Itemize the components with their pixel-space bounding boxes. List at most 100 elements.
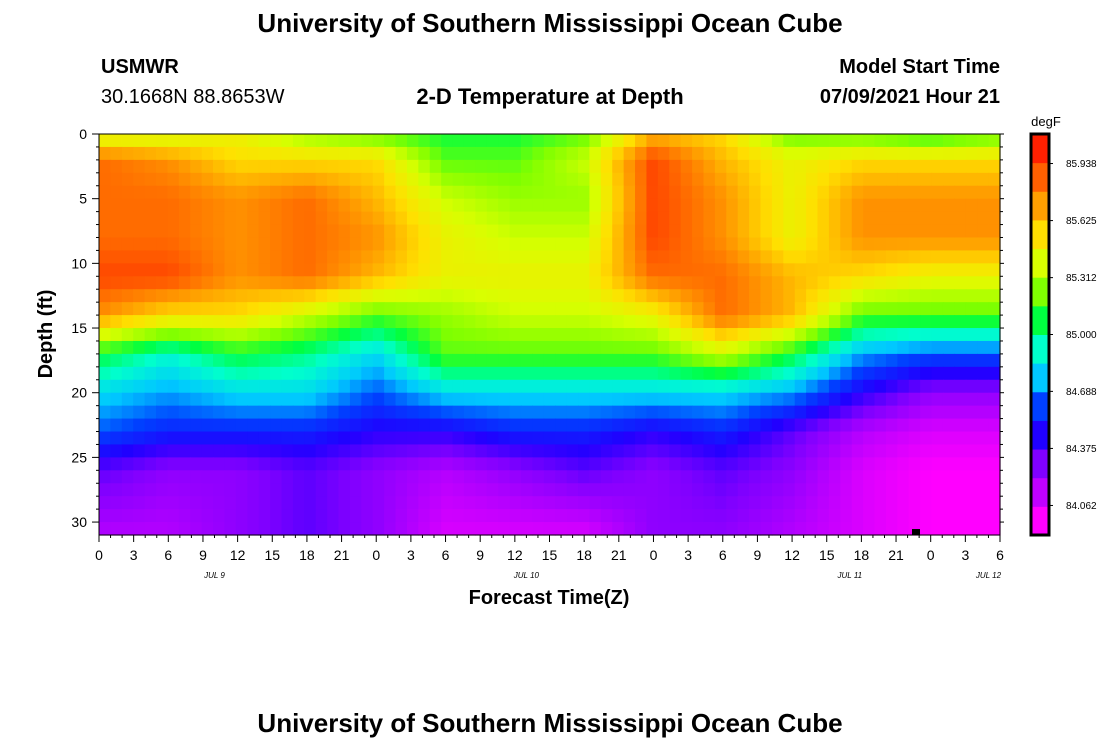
heatmap-cell: [635, 185, 648, 200]
heatmap-cell: [589, 392, 602, 407]
heatmap-cell: [395, 172, 408, 187]
heatmap-cell: [646, 392, 659, 407]
heatmap-cell: [133, 302, 146, 316]
heatmap-cell: [463, 172, 476, 187]
heatmap-cell: [828, 315, 841, 329]
heatmap-cell: [315, 457, 328, 471]
heatmap-cell: [110, 379, 123, 394]
heatmap-cell: [247, 340, 260, 355]
heatmap-cell: [977, 289, 990, 303]
heatmap-cell: [600, 366, 613, 381]
heatmap-cell: [783, 379, 796, 394]
heatmap-cell: [384, 444, 397, 458]
heatmap-cell: [543, 457, 556, 471]
heatmap-cell: [99, 289, 112, 303]
heatmap-cell: [988, 392, 1001, 407]
heatmap-cell: [281, 444, 294, 458]
heatmap-cell: [235, 185, 248, 200]
heatmap-cell: [452, 302, 465, 316]
heatmap-cell: [201, 418, 214, 433]
heatmap-cell: [920, 379, 933, 394]
heatmap-cell: [190, 263, 203, 277]
heatmap-cell: [623, 457, 636, 471]
heatmap-cell: [931, 211, 944, 226]
heatmap-cell: [646, 276, 659, 290]
heatmap-cell: [463, 224, 476, 239]
heatmap-cell: [121, 444, 134, 458]
heatmap-cell: [920, 276, 933, 290]
heatmap-cell: [646, 340, 659, 355]
heatmap-cell: [258, 159, 271, 174]
heatmap-cell: [760, 198, 773, 213]
heatmap-cell: [304, 302, 317, 316]
heatmap-cell: [133, 379, 146, 394]
heatmap-cell: [190, 224, 203, 239]
heatmap-cell: [874, 444, 887, 458]
heatmap-cell: [156, 496, 169, 510]
heatmap-cell: [703, 353, 716, 368]
heatmap-cell: [99, 146, 112, 161]
heatmap-cell: [578, 340, 591, 355]
heatmap-cell: [144, 159, 157, 174]
heatmap-cell: [167, 457, 180, 471]
heatmap-cell: [714, 250, 727, 264]
heatmap-cell: [977, 172, 990, 187]
heatmap-cell: [863, 483, 876, 497]
heatmap-cell: [270, 211, 283, 226]
heatmap-cell: [828, 276, 841, 290]
heatmap-cell: [349, 276, 362, 290]
heatmap-cell: [452, 366, 465, 381]
heatmap-cell: [99, 379, 112, 394]
heatmap-cell: [384, 328, 397, 342]
heatmap-cell: [635, 457, 648, 471]
heatmap-cell: [498, 224, 511, 239]
heatmap-cell: [156, 289, 169, 303]
heatmap-cell: [977, 328, 990, 342]
heatmap-cell: [635, 470, 648, 484]
heatmap-cell: [749, 198, 762, 213]
heatmap-cell: [509, 340, 522, 355]
heatmap-cell: [270, 198, 283, 213]
heatmap-cell: [304, 211, 317, 226]
heatmap-cell: [669, 172, 682, 187]
heatmap-cell: [349, 302, 362, 316]
heatmap-cell: [988, 457, 1001, 471]
heatmap-cell: [965, 289, 978, 303]
heatmap-cell: [589, 366, 602, 381]
heatmap-cell: [749, 418, 762, 433]
heatmap-cell: [760, 328, 773, 342]
heatmap-cell: [885, 353, 898, 368]
heatmap-cell: [863, 353, 876, 368]
heatmap-cell: [954, 237, 967, 252]
heatmap-cell: [395, 496, 408, 510]
x-tick-label: 0: [927, 547, 935, 563]
heatmap-cell: [452, 353, 465, 368]
heatmap-cell: [988, 496, 1001, 510]
heatmap-cell: [566, 522, 579, 536]
heatmap-cell: [315, 470, 328, 484]
heatmap-cell: [897, 496, 910, 510]
heatmap-cell: [863, 211, 876, 226]
heatmap-cell: [315, 366, 328, 381]
heatmap-cell: [349, 328, 362, 342]
heatmap-cell: [99, 483, 112, 497]
heatmap-cell: [429, 470, 442, 484]
heatmap-cell: [794, 509, 807, 523]
x-tick-label: 18: [299, 547, 315, 563]
heatmap-cell: [863, 522, 876, 536]
heatmap-cell: [714, 198, 727, 213]
heatmap-cell: [885, 224, 898, 239]
heatmap-cell: [315, 172, 328, 187]
heatmap-cell: [304, 392, 317, 407]
heatmap-cell: [623, 379, 636, 394]
heatmap-cell: [281, 134, 294, 148]
heatmap-cell: [532, 340, 545, 355]
heatmap-cell: [749, 483, 762, 497]
heatmap-cell: [612, 134, 625, 148]
heatmap-cell: [897, 237, 910, 252]
heatmap-cell: [566, 185, 579, 200]
heatmap-cell: [121, 431, 134, 446]
heatmap-cell: [167, 444, 180, 458]
page-title: University of Southern Mississippi Ocean…: [257, 8, 843, 38]
heatmap-cell: [703, 509, 716, 523]
